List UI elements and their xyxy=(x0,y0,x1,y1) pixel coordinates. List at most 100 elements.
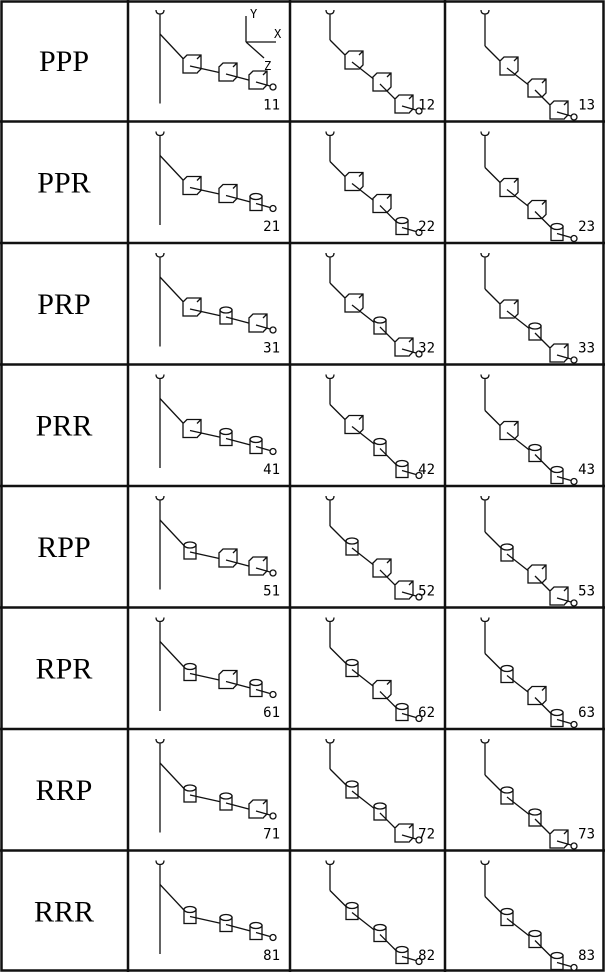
cell-number: 52 xyxy=(418,584,435,600)
link xyxy=(556,232,572,239)
base-fork xyxy=(480,374,490,387)
revolute-joint-top xyxy=(395,945,409,954)
link xyxy=(556,718,572,725)
revolute-joint-top xyxy=(395,702,409,711)
link xyxy=(255,810,271,816)
axes-icon: Y X Z xyxy=(245,7,282,73)
axis-label: Z xyxy=(264,59,271,73)
revolute-joint-top xyxy=(500,543,514,551)
revolute-joint-top xyxy=(249,435,263,444)
revolute-joint-top xyxy=(219,306,233,314)
base-fork xyxy=(325,738,335,751)
prismatic-joint-edge xyxy=(182,54,202,74)
prismatic-joint-edge xyxy=(499,299,519,319)
link xyxy=(255,688,271,695)
base-fork xyxy=(480,252,490,265)
cell-number: 31 xyxy=(263,341,280,357)
row: RRP 71 72 73 xyxy=(36,738,595,850)
base-fork xyxy=(325,252,335,265)
link xyxy=(401,226,417,233)
revolute-joint-top xyxy=(183,541,197,549)
revolute-joint-top xyxy=(528,443,542,452)
prismatic-joint-edge xyxy=(218,548,238,568)
structure-label: RRR xyxy=(34,895,94,928)
end-effector xyxy=(415,350,423,358)
axis-label: X xyxy=(274,27,282,41)
axis-label: Y xyxy=(250,7,258,21)
cell-number: 72 xyxy=(418,827,435,843)
base-fork xyxy=(155,374,165,387)
cell-number: 13 xyxy=(578,98,595,114)
link xyxy=(255,445,271,452)
prismatic-joint-edge xyxy=(372,558,392,578)
link xyxy=(556,597,572,603)
revolute-joint-top xyxy=(500,786,514,794)
revolute-joint-top xyxy=(373,802,387,810)
structure-label: PPP xyxy=(39,45,89,78)
mechanism-sketch: 43 xyxy=(480,374,595,486)
prismatic-joint-edge xyxy=(344,414,364,434)
cell-number: 32 xyxy=(418,341,435,357)
base-fork xyxy=(480,495,490,508)
cell-number: 82 xyxy=(418,948,435,964)
base-fork xyxy=(325,374,335,387)
link xyxy=(401,105,417,111)
end-effector xyxy=(415,714,423,723)
cell-number: 33 xyxy=(578,341,595,357)
end-effector xyxy=(269,690,277,699)
mechanism-sketch: 83 xyxy=(480,860,595,972)
mechanism-sketch: 32 xyxy=(325,252,435,358)
revolute-joint-top xyxy=(528,322,542,330)
mechanism-sketch: 23 xyxy=(480,131,595,243)
revolute-joint-top xyxy=(183,784,197,792)
cell-number: 71 xyxy=(263,827,280,843)
cell-number: 53 xyxy=(578,584,595,600)
prismatic-joint-edge xyxy=(372,72,392,92)
row: PPP 11 12 13 xyxy=(39,9,595,121)
revolute-joint-top xyxy=(373,316,387,324)
cell-number: 73 xyxy=(578,827,595,843)
link xyxy=(556,354,572,360)
base-fork xyxy=(155,495,165,508)
mechanism-sketch: 82 xyxy=(325,860,435,966)
prismatic-joint-edge xyxy=(527,199,547,219)
prismatic-joint-edge xyxy=(344,293,364,313)
prismatic-joint-edge xyxy=(182,297,202,317)
link xyxy=(556,840,572,846)
mechanism-sketch: 11 xyxy=(155,9,280,114)
end-effector xyxy=(269,447,277,456)
end-effector xyxy=(570,720,578,729)
prismatic-joint-edge xyxy=(372,679,392,699)
revolute-joint-top xyxy=(345,780,359,788)
cell-number: 41 xyxy=(263,462,280,478)
mechanism-sketch: 33 xyxy=(480,252,595,364)
revolute-joint-top xyxy=(550,222,564,231)
revolute-joint-top xyxy=(373,923,387,932)
revolute-joint-top xyxy=(528,808,542,816)
mechanism-sketch: 71 xyxy=(155,738,280,843)
revolute-joint-top xyxy=(183,662,197,671)
revolute-joint-top xyxy=(550,465,564,474)
base-fork xyxy=(155,617,165,630)
cell-number: 51 xyxy=(263,584,280,600)
prismatic-joint-edge xyxy=(499,56,519,76)
revolute-joint-top xyxy=(345,658,359,667)
prismatic-joint-edge xyxy=(218,62,238,82)
end-effector xyxy=(570,113,578,121)
cell-number: 43 xyxy=(578,462,595,478)
mechanism-sketch: 63 xyxy=(480,617,595,729)
cell-number: 81 xyxy=(263,948,280,964)
end-effector xyxy=(415,593,423,601)
mechanism-sketch: 53 xyxy=(480,495,595,607)
link xyxy=(556,961,572,968)
row: RRR 81 82 83 xyxy=(34,860,595,972)
end-effector xyxy=(570,599,578,607)
mechanism-sketch: 22 xyxy=(325,131,435,237)
end-effector xyxy=(415,836,423,844)
end-effector xyxy=(570,963,578,972)
link xyxy=(401,469,417,476)
row: PRP 31 32 33 xyxy=(37,252,595,364)
revolute-joint-top xyxy=(395,459,409,468)
base-fork xyxy=(480,860,490,873)
